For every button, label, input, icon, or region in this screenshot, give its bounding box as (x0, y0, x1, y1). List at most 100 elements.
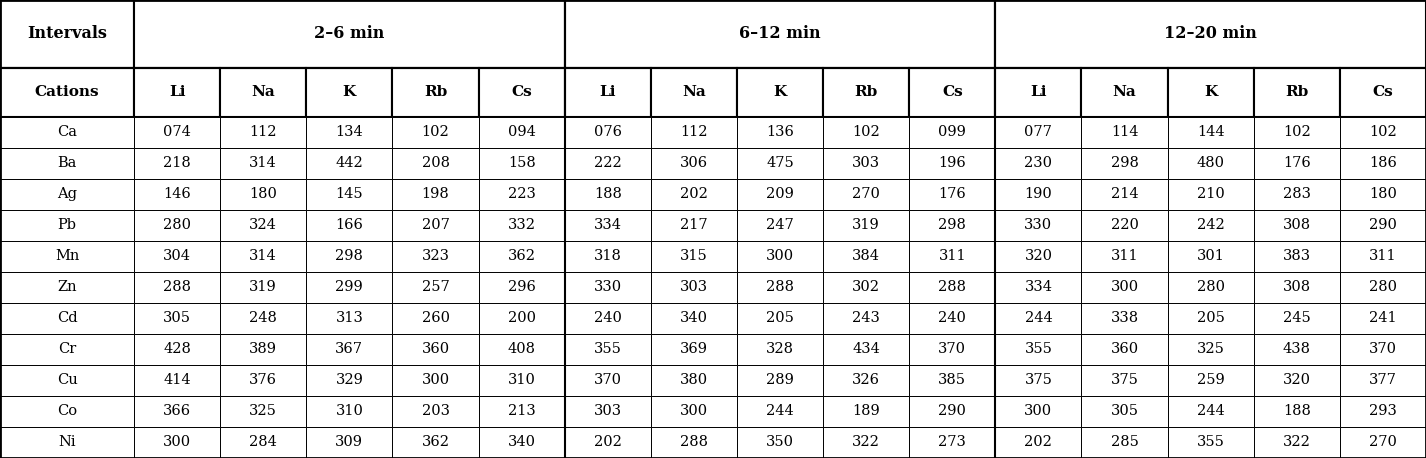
Bar (220, 396, 307, 427)
Bar (1081, 272, 1168, 303)
Bar (823, 68, 910, 117)
Bar (1168, 179, 1253, 210)
Bar (134, 427, 220, 458)
Text: 340: 340 (680, 311, 707, 326)
Bar (650, 272, 737, 303)
Bar (910, 179, 995, 210)
Bar (220, 303, 307, 334)
Bar (995, 68, 1081, 117)
Text: 442: 442 (335, 156, 364, 170)
Text: 300: 300 (163, 436, 191, 449)
Bar (134, 396, 220, 427)
Bar (0, 396, 134, 427)
Bar (220, 334, 307, 365)
Bar (134, 272, 220, 303)
Bar (565, 396, 650, 427)
Text: 6–12 min: 6–12 min (739, 25, 821, 43)
Text: 176: 176 (938, 187, 967, 202)
Bar (737, 365, 823, 396)
Bar (134, 148, 220, 179)
Text: 280: 280 (163, 218, 191, 232)
Bar (1168, 396, 1253, 427)
Text: 114: 114 (1111, 125, 1138, 139)
Text: 314: 314 (250, 156, 277, 170)
Bar (220, 210, 307, 241)
Bar (1081, 396, 1168, 427)
Text: 375: 375 (1111, 373, 1138, 387)
Bar (910, 334, 995, 365)
Bar (0, 303, 134, 334)
Text: 320: 320 (1283, 373, 1310, 387)
Text: 12–20 min: 12–20 min (1164, 25, 1258, 43)
Text: 300: 300 (1111, 280, 1138, 294)
Bar (823, 334, 910, 365)
Bar (910, 303, 995, 334)
Text: 146: 146 (163, 187, 191, 202)
Bar (995, 427, 1081, 458)
Bar (134, 68, 220, 117)
Bar (737, 334, 823, 365)
Text: 244: 244 (1196, 404, 1225, 419)
Text: 288: 288 (766, 280, 794, 294)
Bar (220, 117, 307, 148)
Text: Ca: Ca (57, 125, 77, 139)
Bar (392, 334, 479, 365)
Text: 324: 324 (250, 218, 277, 232)
Text: 102: 102 (1369, 125, 1397, 139)
Bar (0, 272, 134, 303)
Bar (1340, 396, 1426, 427)
Bar (737, 241, 823, 272)
Text: 190: 190 (1024, 187, 1052, 202)
Text: 301: 301 (1196, 249, 1225, 263)
Bar (737, 179, 823, 210)
Bar (995, 117, 1081, 148)
Text: 326: 326 (853, 373, 880, 387)
Bar (650, 303, 737, 334)
Bar (134, 179, 220, 210)
Bar (565, 117, 650, 148)
Text: K: K (773, 85, 787, 99)
Bar (134, 117, 220, 148)
Text: Cs: Cs (1373, 85, 1393, 99)
Text: 320: 320 (1024, 249, 1052, 263)
Bar (1340, 148, 1426, 179)
Bar (650, 396, 737, 427)
Text: 300: 300 (766, 249, 794, 263)
Text: Li: Li (1030, 85, 1047, 99)
Bar (0, 241, 134, 272)
Bar (0, 427, 134, 458)
Text: 280: 280 (1196, 280, 1225, 294)
Bar (995, 148, 1081, 179)
Bar (1081, 427, 1168, 458)
Bar (1340, 427, 1426, 458)
Text: Cr: Cr (58, 343, 76, 356)
Bar (1081, 303, 1168, 334)
Text: 318: 318 (593, 249, 622, 263)
Text: 260: 260 (422, 311, 449, 326)
Bar (1168, 241, 1253, 272)
Bar (134, 303, 220, 334)
Bar (479, 427, 565, 458)
Text: 309: 309 (335, 436, 364, 449)
Text: 273: 273 (938, 436, 967, 449)
Text: Co: Co (57, 404, 77, 419)
Bar (650, 117, 737, 148)
Bar (0, 117, 134, 148)
Bar (910, 117, 995, 148)
Text: 350: 350 (766, 436, 794, 449)
Bar (392, 179, 479, 210)
Bar (0, 0, 134, 68)
Text: 303: 303 (593, 404, 622, 419)
Text: 380: 380 (680, 373, 707, 387)
Bar (220, 241, 307, 272)
Bar (737, 68, 823, 117)
Text: 300: 300 (1024, 404, 1052, 419)
Bar (1253, 365, 1340, 396)
Bar (650, 365, 737, 396)
Text: 313: 313 (335, 311, 364, 326)
Bar (307, 303, 392, 334)
Bar (1340, 68, 1426, 117)
Text: Na: Na (682, 85, 706, 99)
Bar (995, 303, 1081, 334)
Bar (1168, 365, 1253, 396)
